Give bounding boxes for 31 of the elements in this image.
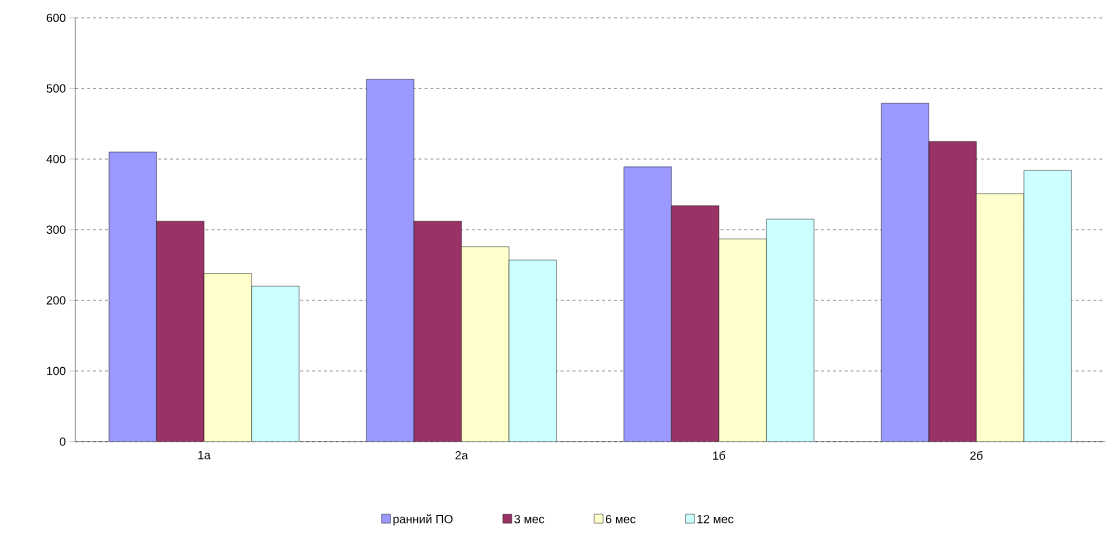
bar	[881, 103, 930, 442]
bar	[251, 286, 300, 442]
bar	[623, 167, 672, 442]
bar	[204, 273, 252, 442]
y-tick-label: 200	[46, 296, 66, 305]
bar	[109, 152, 157, 442]
bar	[671, 205, 719, 442]
bar	[366, 79, 414, 442]
bar	[718, 239, 767, 442]
x-tick-label: 1а	[198, 451, 211, 460]
x-tick-label: 1б	[713, 451, 726, 460]
y-tick-label: 600	[46, 13, 66, 23]
y-tick-label: 400	[46, 155, 66, 164]
bar	[928, 141, 977, 442]
y-tick-label: 300	[46, 225, 66, 235]
legend-label: 12 мес	[697, 515, 734, 524]
bar	[156, 221, 205, 442]
legend-label: 3 мес	[514, 515, 545, 524]
bar	[976, 193, 1025, 442]
bar	[509, 260, 557, 442]
bar	[1023, 170, 1072, 442]
bar	[766, 219, 814, 442]
legend-label: ранний ПО	[393, 514, 453, 526]
bar	[461, 246, 510, 442]
x-tick-label: 2а	[455, 451, 469, 460]
bar	[413, 221, 462, 442]
y-tick-label: 100	[47, 366, 66, 376]
legend-label: 6 мес	[605, 515, 636, 524]
x-tick-label: 2б	[970, 451, 983, 460]
y-tick-label: 0	[59, 437, 66, 446]
y-tick-label: 500	[46, 84, 66, 93]
